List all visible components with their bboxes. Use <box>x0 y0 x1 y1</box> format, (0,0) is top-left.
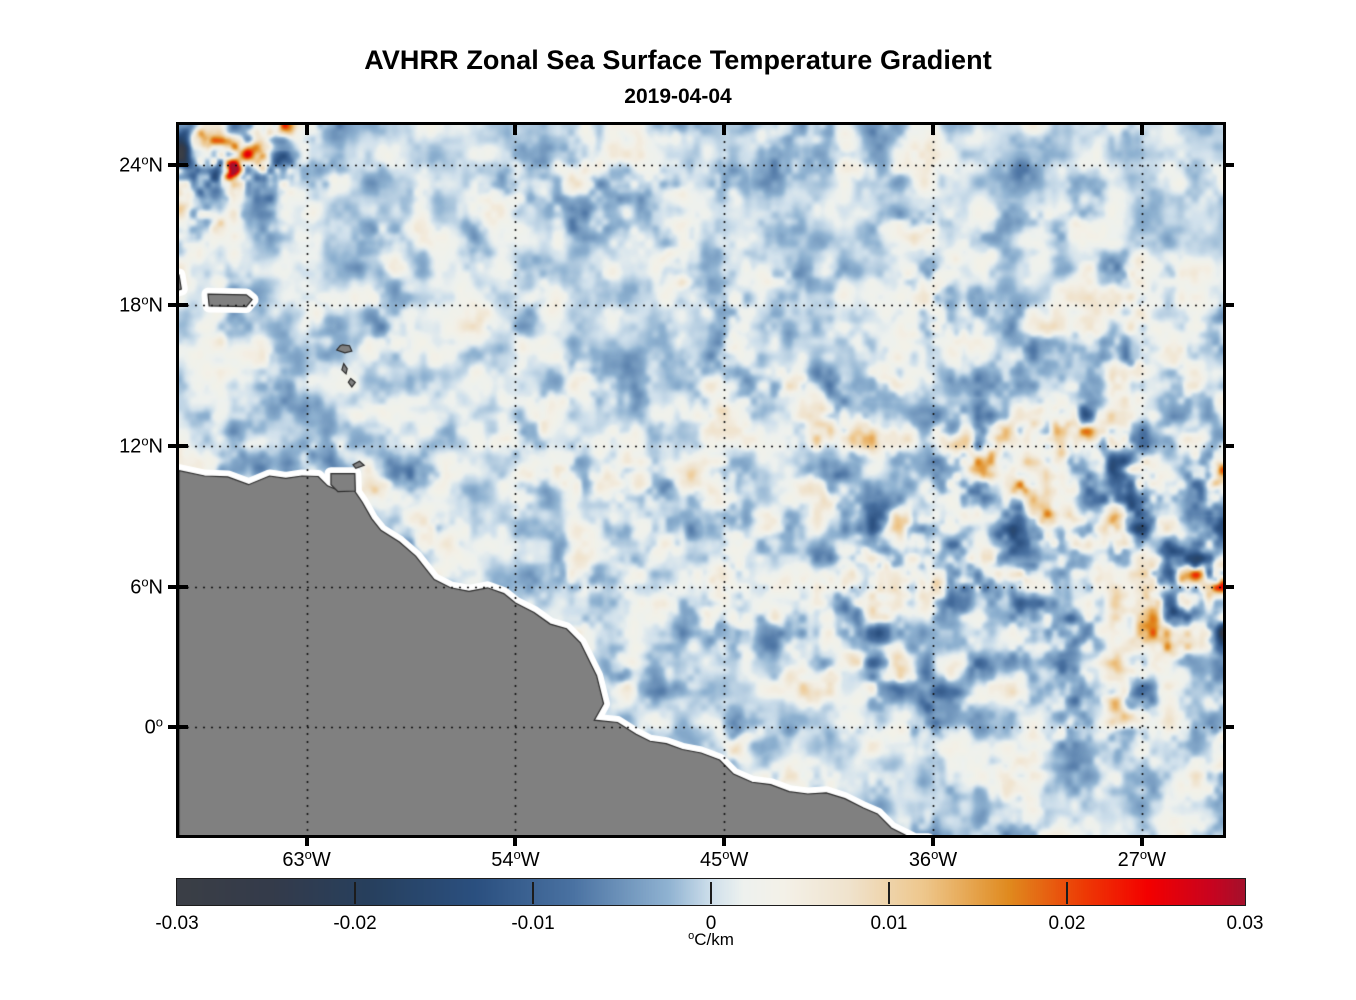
x-axis-tick <box>513 125 518 135</box>
x-axis-label-hemisphere: W <box>729 849 749 871</box>
x-axis-tick <box>722 125 727 135</box>
degree-symbol-icon: o <box>155 714 163 730</box>
x-axis-tick <box>722 835 727 846</box>
x-axis-label-value: 45 <box>700 849 723 871</box>
degree-symbol-icon: o <box>304 847 312 862</box>
y-axis-label-value: 12 <box>119 435 142 458</box>
y-axis-tick <box>1223 162 1234 167</box>
title-block: AVHRR Zonal Sea Surface Temperature Grad… <box>0 44 1356 110</box>
y-axis-tick <box>179 162 188 167</box>
y-axis-tick <box>179 303 188 308</box>
x-axis-label-45: 45oW <box>700 847 748 872</box>
degree-symbol-icon: o <box>141 433 149 449</box>
y-axis-label-18: 18oN <box>119 293 163 318</box>
degree-symbol-icon: o <box>722 847 730 862</box>
y-axis-tick <box>179 444 188 449</box>
x-axis-label-hemisphere: W <box>938 849 958 871</box>
sst-gradient-heatmap <box>179 125 1223 835</box>
y-axis-label-value: 6 <box>130 576 142 599</box>
colorbar-tick-label: 0.02 <box>1048 913 1086 934</box>
colorbar-tick <box>1066 882 1068 904</box>
x-axis-label-hemisphere: W <box>520 849 540 871</box>
y-axis-label-hemisphere: N <box>148 154 163 177</box>
x-axis-label-value: 27 <box>1117 849 1140 871</box>
y-axis-label-12: 12oN <box>119 434 163 459</box>
degree-symbol-icon: o <box>931 847 939 862</box>
colorbar-tick-label: 0 <box>705 913 717 934</box>
y-axis-tick <box>1223 725 1234 730</box>
x-axis-tick <box>304 835 309 846</box>
x-axis-tick <box>304 125 309 135</box>
y-axis-label-value: 24 <box>119 154 142 177</box>
y-axis-label-hemisphere: N <box>148 294 163 317</box>
y-axis-tick <box>179 584 188 589</box>
y-axis-tick <box>1223 444 1234 449</box>
x-axis-label-hemisphere: W <box>1147 849 1166 871</box>
y-axis-label-0: 0o <box>145 715 163 740</box>
colorbar-tick-label: 0.03 <box>1226 913 1264 934</box>
y-axis-label-24: 24oN <box>119 152 163 177</box>
x-axis-label-value: 63 <box>282 849 305 871</box>
page-title: AVHRR Zonal Sea Surface Temperature Grad… <box>364 45 992 75</box>
x-axis-label-value: 36 <box>908 849 932 871</box>
degree-symbol-icon: o <box>141 292 149 308</box>
y-axis-label-6: 6oN <box>130 574 163 599</box>
y-axis-tick <box>1223 303 1234 308</box>
colorbar: -0.03 -0.02 -0.01 0 0.01 0.02 0.03 <box>155 878 1263 934</box>
degree-symbol-icon: o <box>513 847 521 862</box>
x-axis-label-36: 36oW <box>909 847 957 872</box>
colorbar-units-label: oC/km <box>688 930 734 949</box>
y-axis-tick <box>168 444 179 449</box>
y-axis-tick <box>168 584 179 589</box>
colorbar-tick <box>354 882 356 904</box>
x-axis-tick <box>1139 835 1144 846</box>
y-axis-tick <box>1223 584 1234 589</box>
x-axis-label-54: 54oW <box>491 847 539 872</box>
colorbar-tick <box>532 882 534 904</box>
y-axis-label-value: 0 <box>144 716 156 739</box>
colorbar-tick-label: -0.01 <box>511 913 555 934</box>
x-axis-label-27: 27oW <box>1118 847 1166 872</box>
colorbar-units-text: C/km <box>694 930 734 949</box>
colorbar-tick <box>888 882 890 904</box>
y-axis-tick <box>168 725 179 730</box>
degree-symbol-icon: o <box>141 574 149 590</box>
colorbar-tick-label: 0.01 <box>870 913 908 934</box>
x-axis-tick <box>1139 125 1144 135</box>
colorbar-tick-label: -0.02 <box>333 913 377 934</box>
colorbar-tick <box>710 882 712 904</box>
map-axes: 24oN 18oN 12oN 6oN 0o 63oW 54oW 45oW 36oW 27oW <box>119 122 1234 871</box>
x-axis-label-63: 63oW <box>282 847 330 872</box>
y-axis-tick <box>179 725 188 730</box>
x-axis-label-hemisphere: W <box>311 849 331 871</box>
colorbar-tick-label: -0.03 <box>155 913 199 934</box>
y-axis-tick <box>168 162 179 167</box>
degree-symbol-icon: o <box>141 152 149 168</box>
figure-subtitle-date: 2019-04-04 <box>624 85 732 108</box>
x-axis-tick <box>513 835 518 846</box>
y-axis-label-hemisphere: N <box>148 576 163 599</box>
y-axis-tick <box>168 303 179 308</box>
y-axis-label-hemisphere: N <box>148 435 163 458</box>
x-axis-label-value: 54 <box>491 849 514 871</box>
degree-symbol-icon: o <box>1139 847 1148 862</box>
y-axis-label-value: 18 <box>119 294 142 317</box>
x-axis-tick <box>931 835 935 846</box>
x-axis-tick <box>931 125 935 135</box>
